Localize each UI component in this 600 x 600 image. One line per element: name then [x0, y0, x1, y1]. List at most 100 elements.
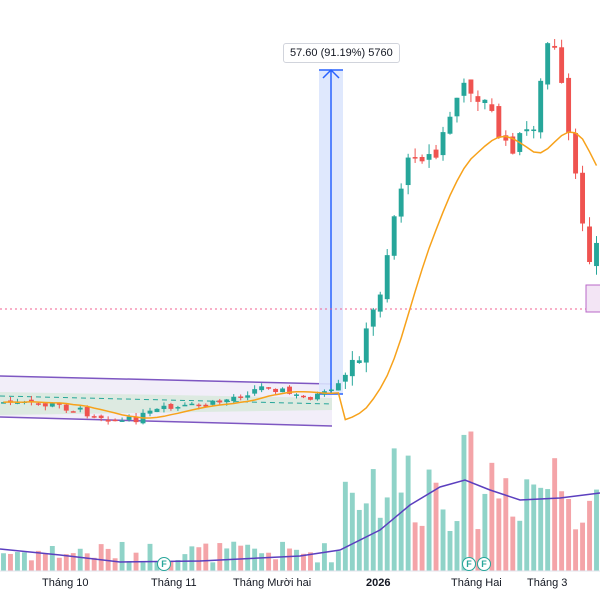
volume-bar [35, 550, 41, 571]
volume-bar [335, 551, 341, 571]
candle [538, 78, 544, 139]
volume-bar [140, 562, 146, 571]
candle [545, 42, 551, 90]
candle [482, 99, 488, 110]
volume-bar [531, 484, 537, 571]
candle [573, 128, 579, 179]
volume-bar [308, 552, 313, 571]
volume-bar [49, 545, 55, 571]
candle [28, 395, 34, 406]
f-event-icon[interactable]: F [462, 557, 476, 571]
volume-bar [231, 541, 237, 571]
x-axis-label: Tháng 11 [151, 577, 197, 589]
volume-bar [28, 560, 34, 571]
volume-bar [15, 552, 20, 571]
volume-bar [475, 529, 481, 571]
volume-bar [594, 489, 599, 571]
volume-bar [63, 554, 69, 571]
measure-label: 57.60 (91.19%) 5760 [283, 43, 400, 63]
candle [580, 165, 585, 232]
f-event-icon[interactable]: F [157, 557, 171, 571]
volume-bar [273, 559, 279, 571]
volume-bar [447, 530, 453, 571]
candle [489, 98, 495, 113]
volume-bar [168, 561, 174, 571]
volume-bar [349, 492, 355, 571]
volume-bar [42, 553, 48, 571]
volume-bar [294, 549, 299, 571]
candle [133, 412, 139, 425]
candle [210, 399, 216, 407]
candle [461, 78, 467, 103]
candles [1, 39, 599, 425]
volume-bar [119, 541, 125, 571]
candle [217, 398, 223, 405]
volume-bar [524, 479, 530, 571]
candle [231, 394, 237, 403]
volume-bar [154, 561, 160, 571]
candle [266, 387, 272, 390]
candle [147, 407, 153, 417]
volume-bar [566, 499, 572, 571]
candle [503, 130, 509, 146]
volume-bar [203, 543, 209, 571]
candle [496, 103, 502, 139]
volume-bar [126, 561, 132, 571]
volume-bar [573, 529, 579, 571]
volume-average-line [0, 479, 600, 563]
channel-lower-line [0, 416, 333, 427]
candle [454, 97, 460, 123]
candle [84, 405, 90, 419]
candle [531, 125, 537, 139]
candle [182, 402, 188, 407]
candle [363, 322, 369, 373]
f-event-icon[interactable]: F [477, 557, 491, 571]
volume-bar [489, 462, 495, 571]
candle [419, 154, 425, 164]
volume-bar [461, 434, 467, 571]
channel-upper-line [0, 375, 333, 385]
volume-bar [510, 516, 516, 571]
volume-bar [56, 557, 62, 571]
volume-bar [370, 469, 376, 571]
volume-bar [210, 562, 216, 571]
volume-bar [315, 562, 320, 571]
volume-bar [545, 489, 551, 571]
volume-bar [70, 553, 76, 571]
measure-tool[interactable] [319, 68, 343, 395]
volume-bar [482, 493, 488, 571]
candle [349, 351, 355, 386]
x-axis-label: Tháng Mười hai [233, 577, 312, 589]
candle [433, 144, 439, 160]
volume-bar [8, 553, 13, 571]
volume-bar [580, 522, 585, 571]
volume-bar [189, 546, 195, 571]
volume-bar [1, 553, 6, 571]
candle [98, 414, 104, 422]
volume-bar [384, 497, 390, 571]
candle [161, 402, 167, 413]
volume-bar [398, 492, 404, 571]
candle [63, 403, 69, 414]
candle [301, 395, 306, 399]
volume-bar [252, 548, 258, 571]
candle [447, 111, 453, 135]
candle [391, 215, 397, 260]
volume-bar [496, 498, 502, 571]
candle [91, 414, 97, 419]
candle [356, 356, 362, 364]
volume-bar [454, 521, 460, 571]
candle [119, 417, 125, 422]
candle [245, 391, 251, 401]
volume-bar [468, 431, 474, 571]
candle [510, 132, 516, 155]
volume-bar [182, 554, 188, 571]
volume-bar [377, 517, 383, 571]
candle [35, 402, 41, 406]
candle [112, 418, 118, 422]
volume-bar [412, 522, 418, 571]
volume-bar [147, 543, 153, 571]
candle [42, 402, 48, 411]
volume-bar [301, 553, 306, 571]
